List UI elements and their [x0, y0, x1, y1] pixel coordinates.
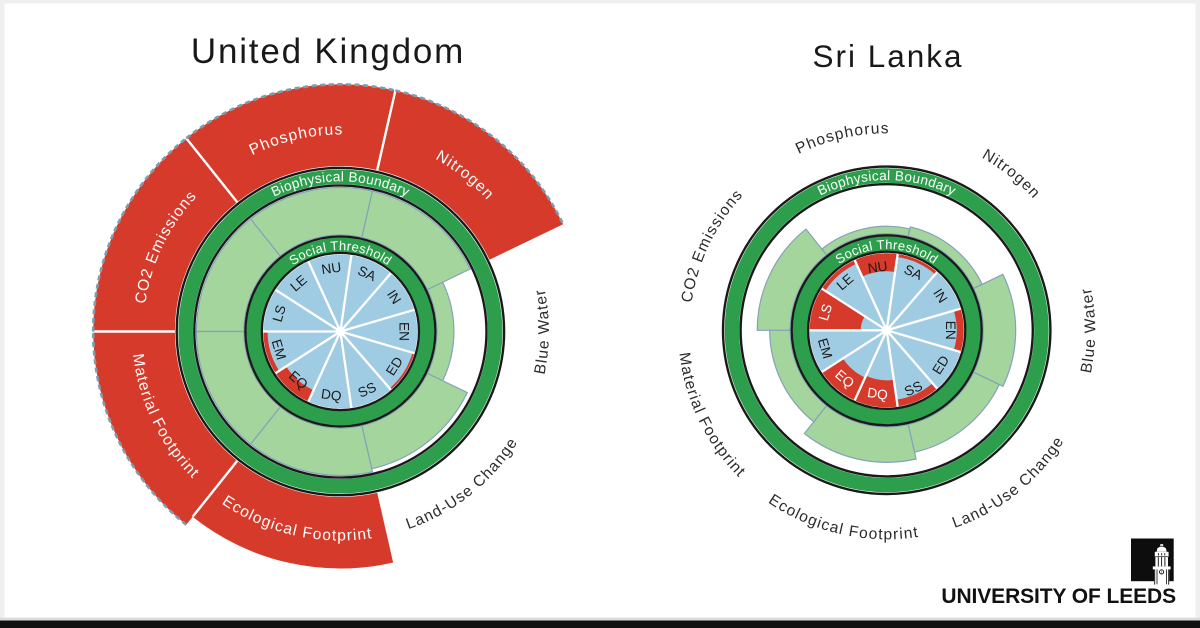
svg-text:United Kingdom: United Kingdom	[191, 32, 465, 71]
svg-text:EN: EN	[943, 321, 958, 340]
svg-text:LS: LS	[270, 303, 289, 323]
svg-text:EM: EM	[269, 338, 289, 362]
svg-text:SA: SA	[355, 263, 379, 285]
svg-text:EM: EM	[815, 336, 835, 360]
svg-text:SS: SS	[356, 379, 379, 400]
svg-text:LS: LS	[816, 302, 835, 322]
svg-text:SS: SS	[902, 378, 925, 399]
svg-text:NU: NU	[867, 258, 889, 276]
svg-text:EN: EN	[397, 322, 412, 341]
svg-text:NU: NU	[320, 260, 342, 278]
svg-text:UNIVERSITY OF LEEDS: UNIVERSITY OF LEEDS	[941, 585, 1176, 608]
svg-text:DQ: DQ	[320, 386, 342, 404]
svg-text:SA: SA	[902, 262, 926, 284]
svg-text:Sri Lanka: Sri Lanka	[812, 38, 963, 74]
svg-text:IN: IN	[930, 286, 950, 306]
svg-text:IN: IN	[384, 287, 404, 307]
svg-text:DQ: DQ	[866, 385, 888, 403]
